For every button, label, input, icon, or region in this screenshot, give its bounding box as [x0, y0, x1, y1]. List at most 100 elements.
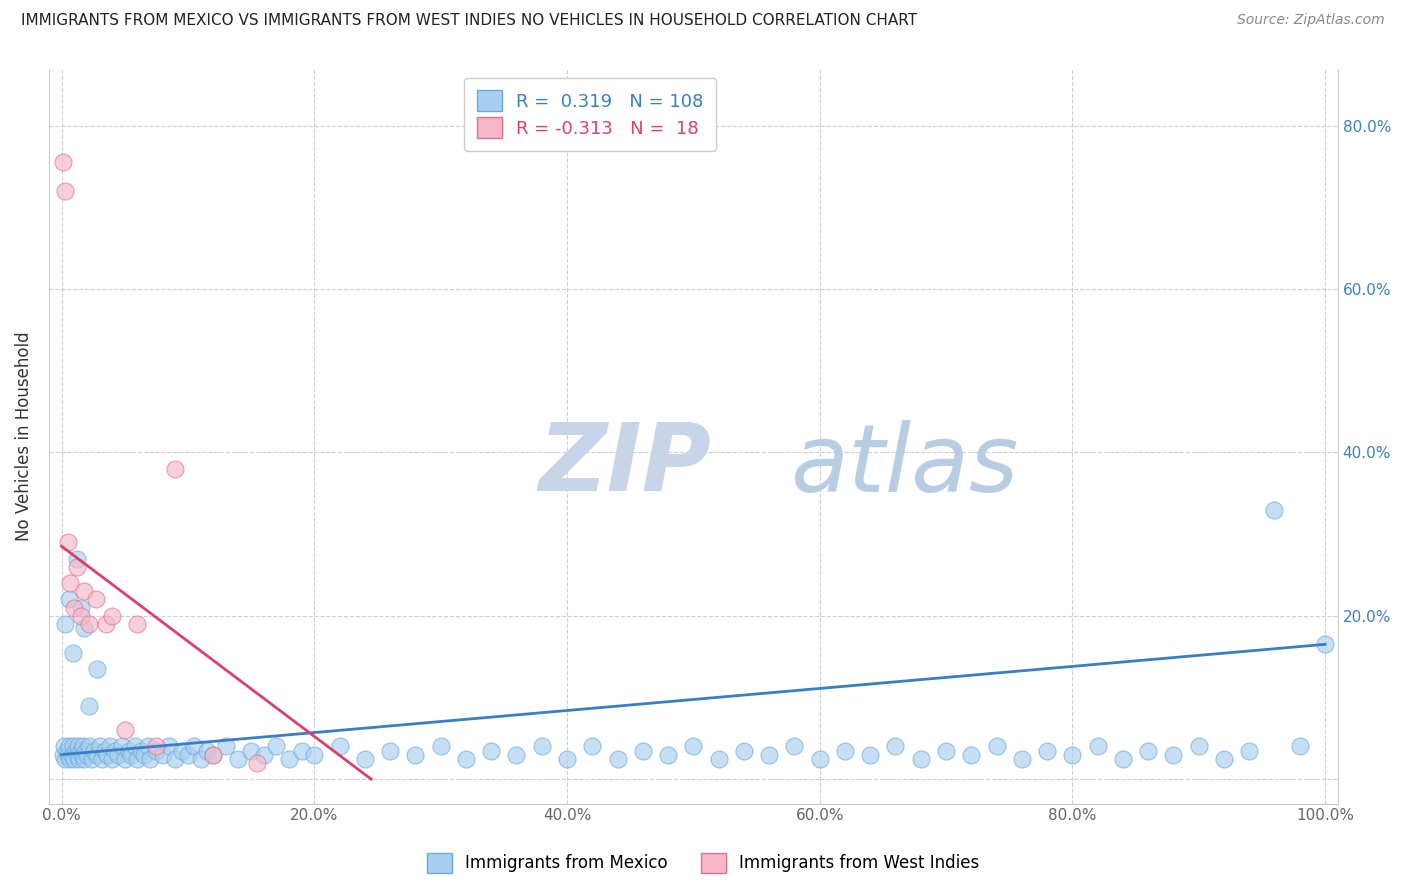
Point	[72, 739, 94, 754]
Point	[733, 743, 755, 757]
Point	[1237, 743, 1260, 757]
Point	[132, 747, 155, 762]
Point	[304, 747, 326, 762]
Point	[1036, 743, 1059, 757]
Point	[79, 698, 101, 713]
Point	[278, 752, 301, 766]
Point	[98, 739, 121, 754]
Point	[378, 743, 401, 757]
Point	[75, 743, 97, 757]
Point	[62, 739, 84, 754]
Point	[127, 616, 149, 631]
Point	[429, 739, 451, 754]
Point	[66, 559, 89, 574]
Point	[505, 747, 527, 762]
Point	[62, 646, 84, 660]
Point	[152, 747, 174, 762]
Point	[66, 747, 89, 762]
Point	[69, 600, 91, 615]
Point	[195, 743, 218, 757]
Y-axis label: No Vehicles in Household: No Vehicles in Household	[15, 331, 32, 541]
Point	[53, 739, 76, 754]
Point	[240, 743, 263, 757]
Point	[1062, 747, 1084, 762]
Point	[808, 752, 831, 766]
Point	[58, 592, 80, 607]
Point	[52, 155, 75, 169]
Point	[228, 752, 250, 766]
Point	[1313, 637, 1336, 651]
Point	[682, 739, 704, 754]
Point	[329, 739, 352, 754]
Point	[101, 752, 124, 766]
Text: IMMIGRANTS FROM MEXICO VS IMMIGRANTS FROM WEST INDIES NO VEHICLES IN HOUSEHOLD C: IMMIGRANTS FROM MEXICO VS IMMIGRANTS FRO…	[21, 13, 917, 29]
Point	[291, 743, 314, 757]
Point	[1087, 739, 1109, 754]
Point	[758, 747, 780, 762]
Point	[1137, 743, 1160, 757]
Point	[63, 600, 86, 615]
Point	[170, 743, 193, 757]
Point	[127, 752, 149, 766]
Point	[56, 535, 79, 549]
Point	[530, 739, 553, 754]
Point	[1288, 739, 1310, 754]
Point	[960, 747, 983, 762]
Point	[73, 621, 96, 635]
Point	[935, 743, 957, 757]
Point	[55, 184, 77, 198]
Point	[111, 739, 134, 754]
Point	[157, 739, 180, 754]
Point	[114, 723, 136, 738]
Point	[631, 743, 654, 757]
Point	[253, 747, 276, 762]
Point	[404, 747, 426, 762]
Point	[60, 747, 83, 762]
Point	[55, 616, 77, 631]
Point	[70, 747, 93, 762]
Point	[80, 752, 103, 766]
Point	[202, 747, 225, 762]
Point	[202, 747, 225, 762]
Point	[215, 739, 238, 754]
Point	[1188, 739, 1211, 754]
Point	[84, 592, 107, 607]
Point	[94, 616, 117, 631]
Legend: R =  0.319   N = 108, R = -0.313   N =  18: R = 0.319 N = 108, R = -0.313 N = 18	[464, 78, 717, 151]
Point	[104, 743, 127, 757]
Point	[79, 739, 101, 754]
Point	[884, 739, 907, 754]
Point	[107, 747, 129, 762]
Point	[69, 743, 91, 757]
Point	[165, 461, 187, 475]
Point	[59, 752, 82, 766]
Point	[56, 747, 79, 762]
Point	[783, 739, 806, 754]
Point	[73, 584, 96, 599]
Point	[91, 752, 114, 766]
Text: Source: ZipAtlas.com: Source: ZipAtlas.com	[1237, 13, 1385, 28]
Point	[145, 739, 167, 754]
Point	[165, 752, 187, 766]
Point	[89, 739, 111, 754]
Point	[353, 752, 375, 766]
Point	[96, 747, 118, 762]
Point	[120, 747, 142, 762]
Point	[101, 608, 124, 623]
Point	[59, 576, 82, 591]
Point	[1011, 752, 1033, 766]
Point	[183, 739, 205, 754]
Legend: Immigrants from Mexico, Immigrants from West Indies: Immigrants from Mexico, Immigrants from …	[420, 847, 986, 880]
Point	[177, 747, 200, 762]
Point	[76, 747, 98, 762]
Point	[66, 551, 89, 566]
Point	[136, 739, 159, 754]
Point	[1163, 747, 1185, 762]
Point	[63, 752, 86, 766]
Point	[1213, 752, 1236, 766]
Point	[1263, 502, 1285, 516]
Point	[65, 743, 87, 757]
Point	[139, 752, 162, 766]
Point	[555, 752, 578, 766]
Point	[55, 752, 77, 766]
